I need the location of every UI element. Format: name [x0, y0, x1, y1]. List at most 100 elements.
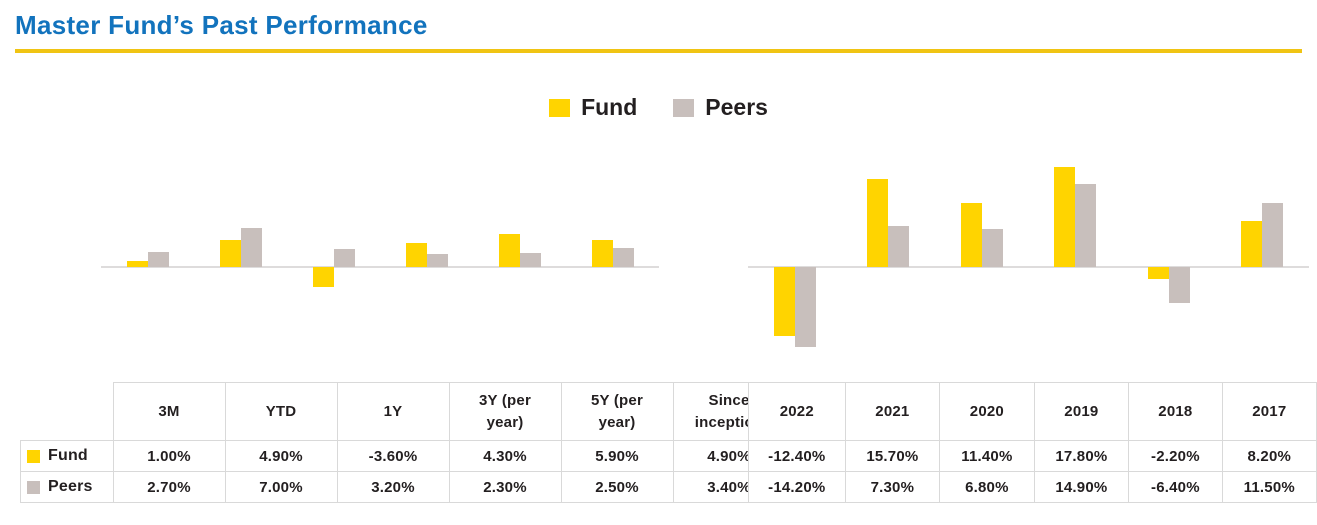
fund-bar-2022 [773, 267, 795, 337]
fund-bar-ytd [219, 239, 241, 267]
row-label-text: Fund [48, 447, 88, 464]
peers-value-3y-per-year: 2.30% [448, 471, 562, 503]
fund-row: Fund 1.00% 4.90% -3.60% 4.30% 5.90% 4.90% [20, 440, 786, 472]
fund-value-2019: 17.80% [1033, 440, 1130, 472]
peers-bar-2018 [1168, 267, 1190, 303]
x-axis-line [748, 266, 1309, 268]
peers-bar-5y-per-year [519, 253, 541, 267]
chart-category-3m [101, 150, 194, 370]
column-header-3y-per-year: 3Y (per year) [448, 382, 562, 441]
row-label-text: Peers [48, 478, 93, 495]
peers-value-2017: 11.50% [1221, 471, 1317, 503]
chart-category-2019 [1029, 150, 1123, 370]
title-underline-rule [15, 49, 1302, 53]
fund-bar-2021 [867, 179, 889, 267]
x-axis-line [101, 266, 659, 268]
performance-table-periods: 3M YTD 1Y 3Y (per year) 5Y (per year) Since i… [20, 382, 786, 503]
peers-table-swatch [27, 480, 40, 494]
chart-category-ytd [194, 150, 287, 370]
fund-value-ytd: 4.90% [224, 440, 338, 472]
peers-value-2021: 7.30% [844, 471, 941, 503]
fund-bar-2019 [1054, 167, 1076, 267]
peers-value-5y-per-year: 2.50% [560, 471, 674, 503]
peers-bar-2022 [794, 267, 816, 347]
fund-bar-2018 [1147, 267, 1169, 280]
fund-value-1y: -3.60% [336, 440, 450, 472]
column-header-2022: 2022 [748, 382, 846, 441]
row-label-content: Fund [27, 447, 107, 465]
column-header-5y-per-year: 5Y (per year) [560, 382, 674, 441]
chart-legend: Fund Peers [0, 94, 1317, 121]
fund-legend-swatch [549, 98, 571, 117]
chart-category-2017 [1216, 150, 1310, 370]
peers-bar-1y [333, 249, 355, 267]
peers-row: Peers 2.70% 7.00% 3.20% 2.30% 2.50% 3.40% [20, 471, 786, 503]
table-header-row: 2022 2021 2020 2019 2018 2017 [748, 382, 1317, 441]
fund-bar-5y-per-year [498, 234, 520, 267]
chart-category-2020 [935, 150, 1029, 370]
fund-value-2020: 11.40% [939, 440, 1035, 472]
peers-value-1y: 3.20% [336, 471, 450, 503]
legend-label: Peers [705, 94, 768, 120]
fund-bar-2017 [1241, 221, 1263, 267]
peers-value-2018: -6.40% [1128, 471, 1223, 503]
table-corner-cell [21, 383, 114, 441]
peers-bar-since-inception [612, 248, 634, 267]
fund-value-3m: 1.00% [112, 440, 226, 472]
performance-chart-periods [101, 150, 659, 370]
fund-row-label: Fund [20, 440, 114, 472]
peers-bar-3m [147, 251, 169, 267]
fund-bar-since-inception [591, 239, 613, 267]
column-header-1y: 1Y [336, 382, 450, 441]
peers-bar-2020 [981, 228, 1003, 267]
peers-bar-ytd [240, 227, 262, 267]
chart-category-3y-per-year [380, 150, 473, 370]
table-header-row: 3M YTD 1Y 3Y (per year) 5Y (per year) Since i… [21, 382, 786, 441]
peers-row: -14.20% 7.30% 6.80% 14.90% -6.40% 11.50% [748, 471, 1317, 503]
fund-table-swatch [27, 449, 40, 463]
performance-table-years: 2022 2021 2020 2019 2018 2017 -12.40% 15.70% 11.… [748, 382, 1317, 503]
fund-value-2018: -2.20% [1128, 440, 1223, 472]
fund-bar-2020 [960, 203, 982, 267]
column-header-ytd: YTD [224, 382, 338, 441]
peers-value-2019: 14.90% [1033, 471, 1130, 503]
column-header-2018: 2018 [1128, 382, 1223, 441]
peers-value-ytd: 7.00% [224, 471, 338, 503]
peers-row-label: Peers [20, 471, 114, 503]
fund-bar-3y-per-year [405, 242, 427, 267]
fund-value-2021: 15.70% [844, 440, 941, 472]
column-header-2021: 2021 [844, 382, 941, 441]
column-header-3m: 3M [112, 382, 226, 441]
row-label-content: Peers [27, 478, 107, 496]
legend-item-peers: Peers [673, 94, 768, 121]
page-title: Master Fund’s Past Performance [15, 10, 428, 40]
chart-category-1y [287, 150, 380, 370]
peers-legend-swatch [673, 98, 695, 117]
peers-bar-3y-per-year [426, 254, 448, 267]
fund-row: -12.40% 15.70% 11.40% 17.80% -2.20% 8.20% [748, 440, 1317, 472]
column-header-2020: 2020 [939, 382, 1035, 441]
fund-value-5y-per-year: 5.90% [560, 440, 674, 472]
column-header-2019: 2019 [1033, 382, 1130, 441]
fund-value-2017: 8.20% [1221, 440, 1317, 472]
fund-value-3y-per-year: 4.30% [448, 440, 562, 472]
fund-bar-1y [312, 267, 334, 288]
peers-bar-2017 [1262, 202, 1284, 267]
chart-category-2018 [1122, 150, 1216, 370]
chart-category-since-inception [566, 150, 659, 370]
legend-label: Fund [581, 94, 638, 120]
chart-category-2021 [842, 150, 936, 370]
performance-chart-years [748, 150, 1309, 370]
fund-value-2022: -12.40% [748, 440, 846, 472]
peers-value-3m: 2.70% [112, 471, 226, 503]
peers-value-2020: 6.80% [939, 471, 1035, 503]
peers-bar-2021 [888, 226, 910, 267]
peers-bar-2019 [1075, 183, 1097, 267]
chart-category-2022 [748, 150, 842, 370]
chart-category-5y-per-year [473, 150, 566, 370]
peers-value-2022: -14.20% [748, 471, 846, 503]
legend-item-fund: Fund [549, 94, 637, 121]
fund-bar-3m [126, 261, 148, 267]
column-header-2017: 2017 [1221, 382, 1317, 441]
